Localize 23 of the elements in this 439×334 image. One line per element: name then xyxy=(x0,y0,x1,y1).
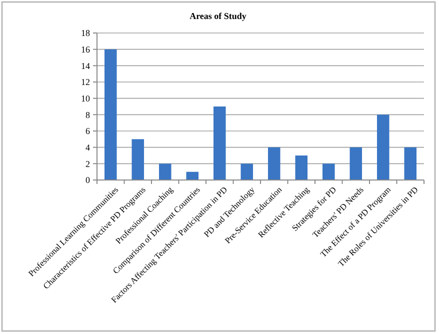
y-tick-label: 6 xyxy=(86,126,90,136)
y-tick-label: 2 xyxy=(86,158,90,169)
bar xyxy=(186,172,199,180)
y-tick-label: 16 xyxy=(81,44,90,54)
bar xyxy=(158,164,172,180)
bar xyxy=(132,139,144,180)
y-tick-label: 14 xyxy=(81,60,90,71)
bar xyxy=(295,156,308,180)
bar xyxy=(240,164,254,180)
y-tick-label: 4 xyxy=(86,142,90,152)
bar xyxy=(350,147,362,180)
bar xyxy=(104,49,117,180)
bar xyxy=(404,147,417,180)
y-tick-label: 0 xyxy=(86,175,90,186)
y-tick-label: 8 xyxy=(86,110,90,120)
bar xyxy=(213,106,226,180)
chart-title: Areas of Study xyxy=(190,11,247,21)
bar xyxy=(376,114,390,180)
y-tick-label: 10 xyxy=(81,93,90,104)
y-tick-label: 12 xyxy=(81,77,90,88)
bar xyxy=(268,147,280,180)
bar xyxy=(322,164,335,180)
y-tick-label: 18 xyxy=(81,28,90,38)
